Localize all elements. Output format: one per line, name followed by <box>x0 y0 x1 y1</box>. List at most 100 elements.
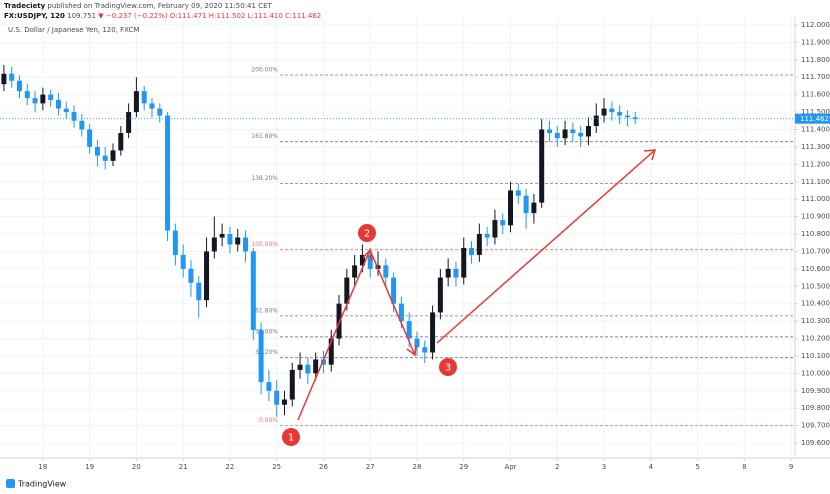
fib-label: 100.00% <box>251 241 278 248</box>
candle-body <box>79 120 85 130</box>
x-tick-label: 26 <box>319 463 328 471</box>
arrow-head <box>362 248 373 262</box>
candle-body <box>414 338 420 348</box>
x-tick-label: 29 <box>459 463 468 471</box>
brand-name: TradingView <box>17 480 67 489</box>
candle-body <box>219 234 225 238</box>
candle-body <box>453 268 459 278</box>
x-tick-label: 3 <box>602 463 606 471</box>
x-tick-label: 9 <box>789 463 793 471</box>
candle-body <box>289 369 295 400</box>
candle-body <box>243 237 249 252</box>
y-tick-label: 109.700 <box>801 422 830 430</box>
arrow-head <box>643 149 657 161</box>
symbol: FX:USDJPY, 120 <box>4 12 65 20</box>
candle-body <box>235 237 241 245</box>
x-tick-label: 2 <box>555 463 559 471</box>
candle-body <box>313 359 319 374</box>
annotation: 1 <box>282 428 300 446</box>
candle-body <box>180 254 186 269</box>
candle-body <box>593 115 599 127</box>
y-tick-label: 111.300 <box>801 143 830 151</box>
candle-body <box>141 91 147 104</box>
candle-body <box>352 265 358 278</box>
candle-body <box>250 251 256 330</box>
arrow-head <box>406 344 417 357</box>
annotation-circle <box>282 428 300 446</box>
candle-body <box>523 195 529 214</box>
y-tick-label: 110.900 <box>801 213 830 221</box>
candle-body <box>126 112 132 133</box>
candle-body <box>531 202 537 214</box>
published: published on TradingView.com, February 0… <box>47 2 272 10</box>
candle-body <box>297 364 303 370</box>
price: 109.751 <box>67 12 96 20</box>
candle-body <box>165 115 171 231</box>
candle-body <box>110 150 116 161</box>
candle-body <box>305 364 311 374</box>
y-tick-label: 111.700 <box>801 73 830 81</box>
axes: 109.600 109.700 109.800 109.900 110.000 110.1… <box>0 21 830 471</box>
candle-body <box>422 347 428 353</box>
drawing-arrows <box>297 149 657 421</box>
candle-body <box>484 234 490 238</box>
fib-label: 161.80% <box>251 133 278 140</box>
fib-label: 38.20% <box>255 349 278 356</box>
ohlc: C:111.462 <box>285 12 321 20</box>
header-line: Tradeciety published on TradingView.com,… <box>4 2 272 10</box>
candle-body <box>617 112 623 116</box>
ohlc: L:111.410 <box>248 12 283 20</box>
candle-body <box>445 268 451 278</box>
candle-body <box>9 73 15 81</box>
y-tick-label: 111.500 <box>801 108 830 116</box>
y-tick-label: 111.000 <box>801 195 830 203</box>
y-tick-label: 110.800 <box>801 230 830 238</box>
candle-body <box>118 132 124 151</box>
candle-body <box>500 220 506 226</box>
candle-body <box>570 129 576 133</box>
x-tick-label: 5 <box>695 463 699 471</box>
y-tick-label: 110.100 <box>801 352 830 360</box>
candle-body <box>94 146 100 156</box>
x-tick-label: 20 <box>132 463 141 471</box>
fib-retracement: 200.00% 161.80% 138.20% 100.00% 61.80% 50.00%… <box>251 66 795 427</box>
candle-body <box>274 390 280 405</box>
candle-body <box>398 303 404 322</box>
chart-title: U.S. Dollar / Japanese Yen, 120, FXCM <box>8 26 139 34</box>
candle-body <box>32 98 38 104</box>
x-tick-label: Apr <box>504 463 516 471</box>
brand-logo <box>6 479 15 488</box>
y-tick-label: 111.400 <box>801 125 830 133</box>
candle-body <box>367 254 373 269</box>
candle-body <box>227 234 233 245</box>
candle-body <box>149 103 155 109</box>
y-tick-label: 109.600 <box>801 439 830 447</box>
last-price-box <box>795 113 830 124</box>
x-tick-label: 25 <box>272 463 281 471</box>
annotation-circle <box>358 224 376 242</box>
y-tick-label: 110.400 <box>801 300 830 308</box>
candle-body <box>133 91 139 113</box>
fib-label: 200.00% <box>251 66 278 73</box>
x-tick-label: 22 <box>225 463 234 471</box>
candle-body <box>16 80 22 92</box>
x-tick-label: 8 <box>742 463 746 471</box>
fib-label: 138.20% <box>251 175 278 182</box>
change: ▼ −0.237 (−0.22%) <box>98 12 168 20</box>
projection-arrow <box>436 149 656 344</box>
candle-body <box>258 329 264 383</box>
annotation-label: 3 <box>445 363 451 374</box>
y-tick-label: 110.200 <box>801 335 830 343</box>
candle-body <box>63 108 69 113</box>
candle-body <box>1 73 7 85</box>
candle-body <box>492 220 498 238</box>
candle-body <box>48 94 54 100</box>
candle-body <box>188 268 194 283</box>
last-price-label: 111.462 <box>800 115 829 123</box>
y-tick-label: 111.200 <box>801 160 830 168</box>
candle-body <box>469 247 475 255</box>
fib-label: 61.80% <box>255 307 278 314</box>
candle-body <box>24 91 30 99</box>
y-tick-label: 111.900 <box>801 38 830 46</box>
candle-body <box>344 277 350 304</box>
